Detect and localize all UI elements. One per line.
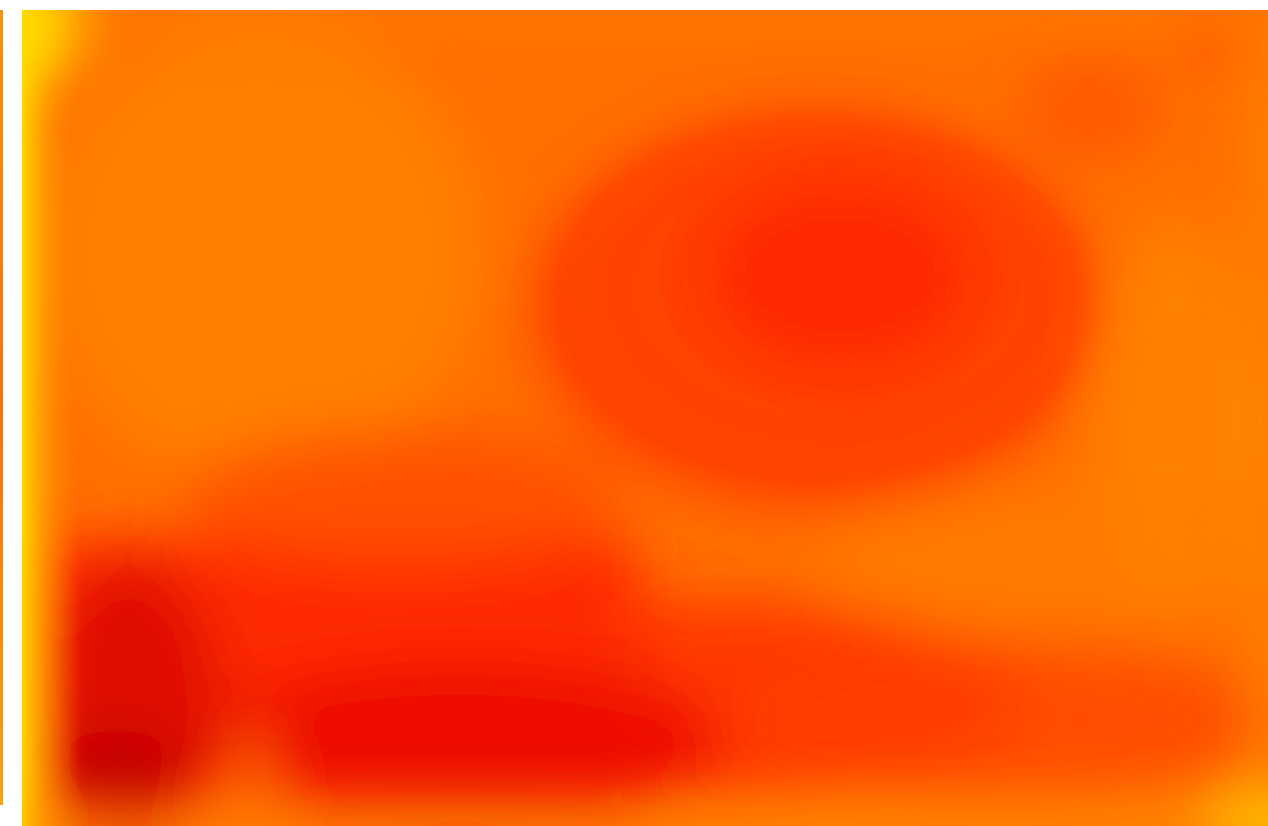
side-strip [0,10,3,805]
